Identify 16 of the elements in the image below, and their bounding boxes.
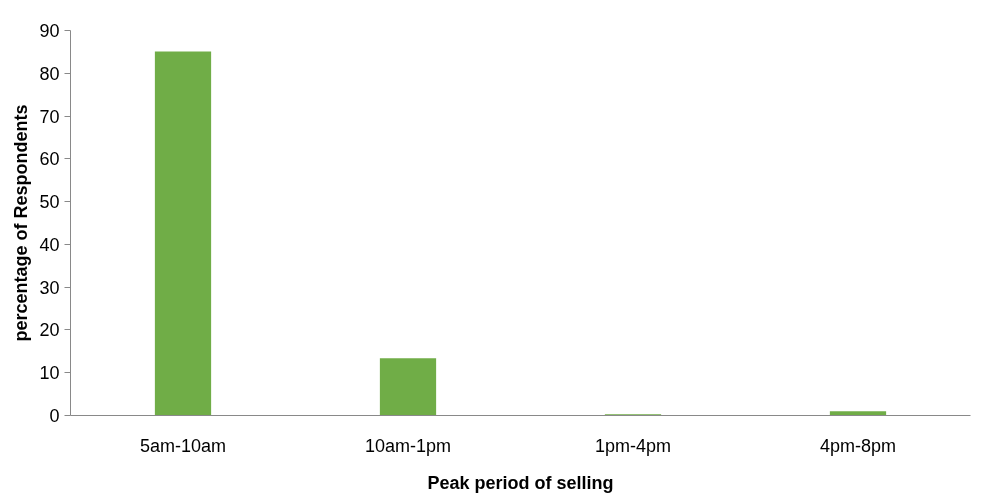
x-tick-label: 5am-10am (139, 435, 227, 456)
y-tick-label: 0 (49, 406, 60, 426)
y-tick-label: 40 (39, 234, 60, 255)
y-tick-label: 10 (39, 363, 60, 384)
y-tick-label: 90 (39, 21, 60, 41)
y-tick-label: 50 (39, 192, 60, 213)
x-tick-label: 1pm-4pm (594, 435, 672, 456)
x-axis-title: Peak period of selling (427, 472, 614, 493)
x-tick-label: 4pm-8pm (819, 435, 897, 456)
y-tick-label: 20 (39, 320, 60, 341)
x-tick-label: 10am-1pm (364, 435, 452, 456)
y-tick-label: 70 (39, 106, 60, 127)
y-tick-label: 80 (39, 63, 60, 84)
y-tick-label: 60 (39, 149, 60, 170)
y-tick-label: 30 (39, 277, 60, 298)
y-axis-title: percentage of Respondents (11, 104, 32, 342)
